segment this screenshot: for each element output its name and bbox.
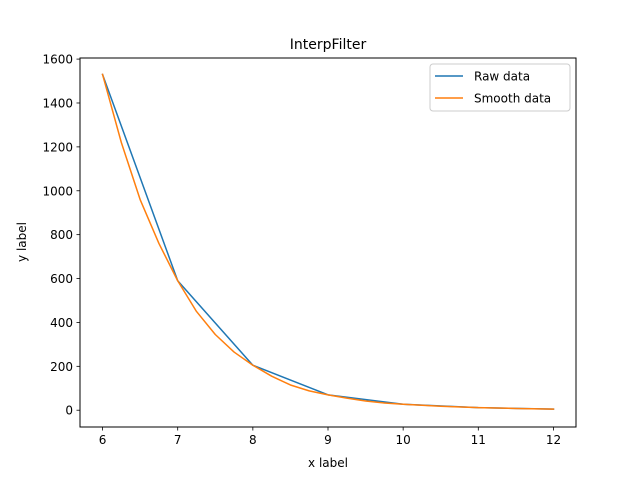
x-tick-label: 8 bbox=[249, 433, 257, 447]
series-layer bbox=[101, 73, 555, 410]
y-axis: 0 200 400 600 800 1000 1200 1400 1600 bbox=[42, 53, 80, 418]
y-tick-label: 400 bbox=[50, 316, 73, 330]
legend-label-smooth-data: Smooth data bbox=[474, 92, 551, 106]
y-axis-label: y label bbox=[15, 222, 29, 262]
y-tick-label: 1000 bbox=[42, 184, 73, 198]
y-tick-label: 0 bbox=[65, 404, 73, 418]
y-tick-label: 1200 bbox=[42, 140, 73, 154]
x-tick-label: 7 bbox=[174, 433, 182, 447]
legend: Raw data Smooth data bbox=[429, 63, 571, 112]
legend-label-raw-data: Raw data bbox=[474, 70, 530, 84]
y-tick-label: 600 bbox=[50, 272, 73, 286]
legend-box bbox=[429, 63, 571, 112]
x-axis-label: x label bbox=[308, 456, 348, 470]
chart-title: InterpFilter bbox=[290, 37, 367, 53]
series-line-smooth-data bbox=[101, 73, 555, 410]
x-axis: 6 7 8 9 10 11 12 bbox=[99, 427, 561, 447]
x-tick-label: 11 bbox=[471, 433, 486, 447]
x-tick-label: 9 bbox=[324, 433, 332, 447]
x-tick-label: 12 bbox=[546, 433, 561, 447]
x-tick-label: 10 bbox=[396, 433, 411, 447]
y-tick-label: 1600 bbox=[42, 53, 73, 67]
x-tick-label: 6 bbox=[99, 433, 107, 447]
y-tick-label: 1400 bbox=[42, 96, 73, 110]
y-tick-label: 200 bbox=[50, 360, 73, 374]
y-tick-label: 800 bbox=[50, 228, 73, 242]
